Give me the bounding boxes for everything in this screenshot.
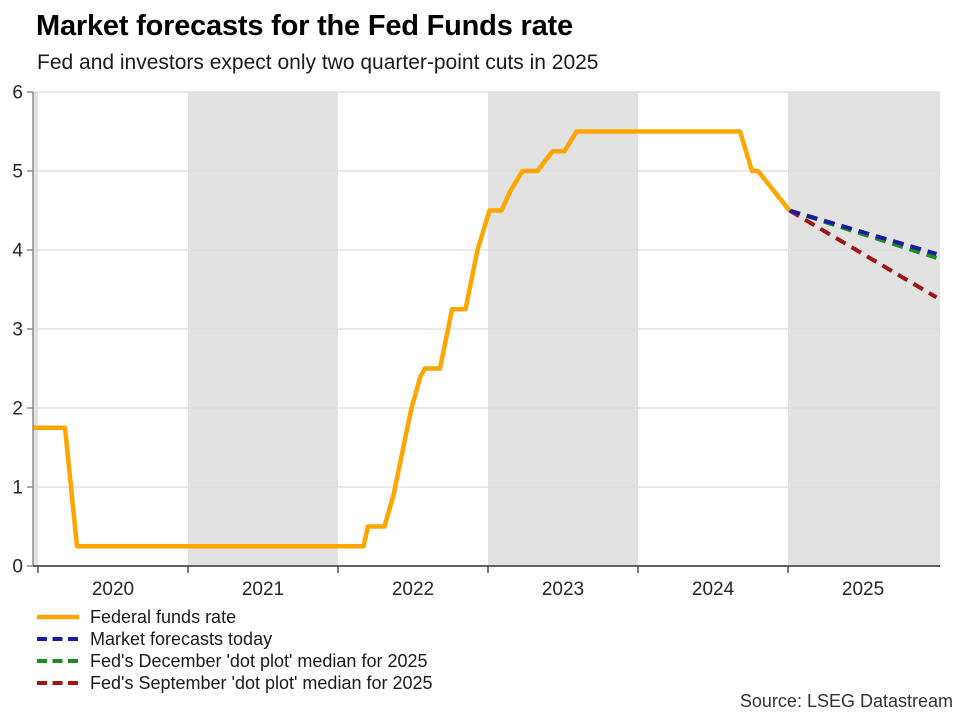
legend-item-label: Fed's December 'dot plot' median for 202… [90, 651, 428, 671]
dashed-line-swatch-icon [37, 637, 79, 641]
chart-legend: Federal funds rate Market forecasts toda… [36, 606, 433, 694]
dashed-line-swatch-icon [37, 659, 79, 663]
x-axis-tick-label: 2023 [542, 579, 584, 600]
y-axis-tick-label: 4 [12, 241, 23, 262]
legend-item-label: Market forecasts today [90, 629, 273, 649]
legend-item-fed-september-dot-plot: Fed's September 'dot plot' median for 20… [36, 672, 433, 694]
y-axis-tick-label: 6 [12, 83, 23, 104]
x-axis-tick-label: 2024 [692, 579, 735, 600]
legend-item-federal-funds-rate: Federal funds rate [36, 606, 433, 628]
series-line-market-forecasts-today [788, 208, 938, 256]
page-subtitle: Fed and investors expect only two quarte… [37, 51, 599, 74]
legend-item-market-forecasts-today: Market forecasts today [36, 628, 433, 650]
series-lines [33, 129, 938, 549]
legend-item-fed-december-dot-plot: Fed's December 'dot plot' median for 202… [36, 650, 433, 672]
page-title: Market forecasts for the Fed Funds rate [36, 10, 573, 42]
y-axis-tick-label: 0 [12, 557, 23, 578]
solid-line-swatch-icon [37, 614, 79, 620]
dashed-line-swatch-icon [37, 681, 79, 685]
y-axis-tick-label: 1 [12, 478, 23, 499]
series-line-fed-s-september-dot-plot-median-for-2025 [788, 208, 938, 300]
series-line-federal-funds-rate [33, 129, 792, 549]
gridlines [33, 91, 940, 488]
y-axis-tick-label: 2 [12, 399, 23, 420]
x-axis-tick-label: 2020 [92, 579, 134, 600]
x-axis-tick-label: 2022 [392, 579, 434, 600]
y-axis-tick-label: 3 [12, 320, 23, 341]
y-axis: 0 1 2 3 4 5 6 [12, 83, 34, 578]
x-axis: 2020 2021 2022 2023 2024 2025 [33, 565, 940, 600]
x-axis-tick-label: 2021 [242, 579, 284, 600]
source-credit: Source: LSEG Datastream [739, 691, 953, 711]
fed-funds-rate-chart: 0 1 2 3 4 5 6 2020 2021 2022 2023 2024 2025 [12, 83, 940, 600]
x-axis-tick-label: 2025 [842, 579, 884, 600]
legend-item-label: Fed's September 'dot plot' median for 20… [90, 673, 433, 693]
legend-item-label: Federal funds rate [90, 607, 237, 627]
y-axis-tick-label: 5 [12, 162, 23, 183]
